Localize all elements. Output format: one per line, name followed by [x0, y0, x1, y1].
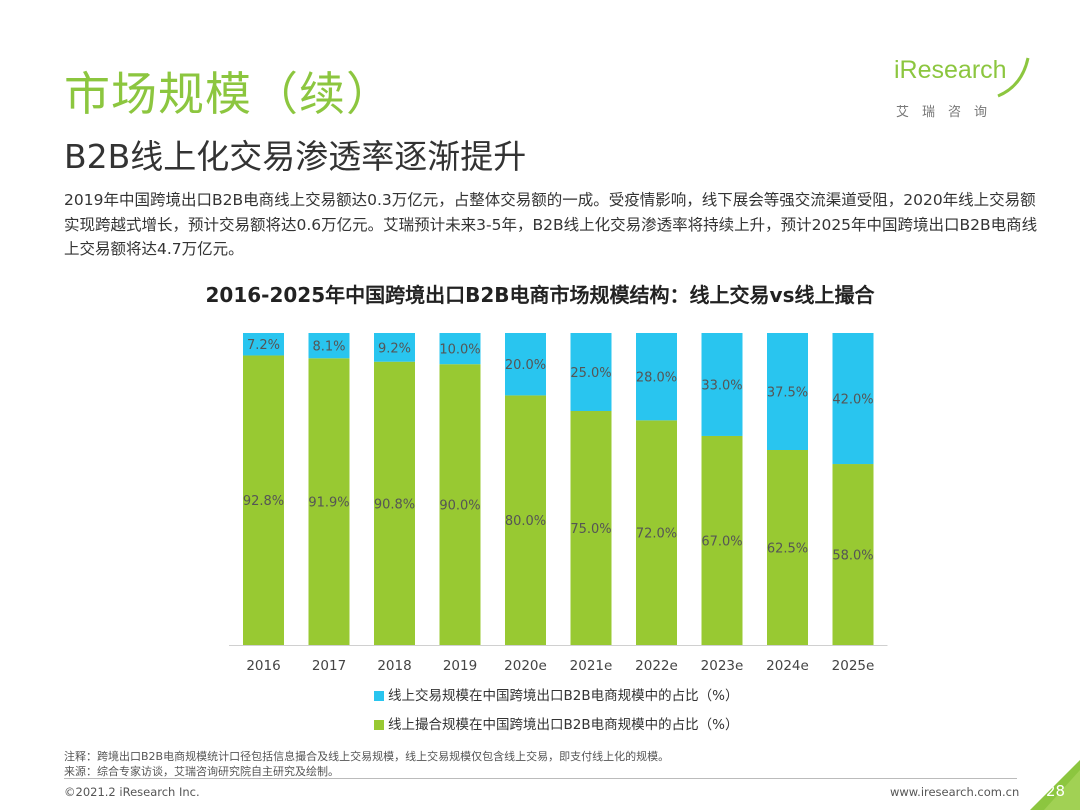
- bar-offline-2019: [439, 364, 481, 645]
- bar-offline-2017: [308, 358, 350, 645]
- bar-online-2017: [308, 333, 350, 359]
- footer-divider: [64, 778, 1017, 779]
- logo-subtext: 艾瑞咨询: [896, 105, 1001, 120]
- footnote-note: 注释：跨境出口B2B电商规模统计口径包括信息撮合及线上交易规模，线上交易规模仅包…: [64, 750, 670, 763]
- data-label-offline: 62.5%: [767, 542, 808, 557]
- data-label-online: 20.0%: [505, 358, 546, 373]
- data-label-offline: 58.0%: [832, 549, 873, 564]
- data-label-offline: 92.8%: [243, 494, 284, 509]
- data-label-offline: 67.0%: [701, 534, 742, 549]
- bar-online-2020e: [505, 333, 546, 396]
- legend-label-online: 线上交易规模在中国跨境出口B2B电商规模中的占比（%）: [388, 688, 739, 704]
- data-label-online: 33.0%: [701, 378, 742, 393]
- bar-offline-2016: [243, 355, 284, 645]
- logo-text: iResearch: [894, 56, 1007, 84]
- data-label-offline: 72.0%: [636, 527, 677, 542]
- page-number: 28: [1046, 782, 1066, 800]
- page-corner-decoration: [1030, 760, 1080, 810]
- data-label-online: 37.5%: [767, 386, 808, 401]
- x-tick-label: 2024e: [766, 658, 809, 674]
- data-label-offline: 91.9%: [308, 496, 349, 511]
- legend-swatch-online: [374, 691, 384, 701]
- iresearch-logo: iResearch 艾瑞咨询: [894, 56, 1034, 126]
- x-tick-label: 2025e: [832, 658, 875, 674]
- bar-offline-2023e: [701, 435, 743, 645]
- bar-online-2023e: [701, 333, 743, 436]
- bar-offline-2020e: [505, 395, 546, 645]
- data-label-offline: 75.0%: [570, 522, 611, 537]
- bar-offline-2024e: [767, 450, 808, 645]
- data-label-online: 42.0%: [832, 393, 873, 408]
- data-label-offline: 90.8%: [374, 497, 415, 512]
- data-label-online: 9.2%: [378, 341, 411, 356]
- x-tick-label: 2018: [377, 658, 411, 674]
- bar-online-2024e: [767, 333, 808, 450]
- legend-item-online: 线上交易规模在中国跨境出口B2B电商规模中的占比（%）: [374, 684, 738, 704]
- website-text: www.iresearch.com.cn: [890, 785, 1020, 799]
- data-label-online: 28.0%: [636, 371, 677, 386]
- stacked-bar-chart: 92.8% 7.2% 2016 91.9% 8.1% 2017 90.8% 9.2% 2018 9…: [229, 333, 888, 674]
- bar-online-2022e: [636, 333, 677, 421]
- x-tick-label: 2021e: [570, 658, 613, 674]
- bar-offline-2025e: [832, 464, 874, 645]
- x-tick-label: 2017: [312, 658, 346, 674]
- x-tick-label: 2020e: [504, 658, 547, 674]
- bar-offline-2021e: [570, 411, 612, 645]
- data-label-online: 7.2%: [247, 338, 280, 353]
- copyright-text: ©2021.2 iResearch Inc.: [64, 785, 200, 799]
- bar-online-2019: [439, 333, 481, 365]
- data-label-online: 10.0%: [439, 343, 480, 358]
- legend-swatch-offline: [374, 720, 384, 730]
- bar-online-2025e: [832, 333, 874, 465]
- chart-title: 2016-2025年中国跨境出口B2B电商市场规模结构：线上交易vs线上撮合: [205, 283, 875, 307]
- x-tick-label: 2023e: [701, 658, 744, 674]
- data-label-online: 25.0%: [570, 366, 611, 381]
- x-tick-label: 2016: [246, 658, 280, 674]
- bar-online-2021e: [570, 333, 612, 411]
- bar-offline-2018: [374, 361, 415, 645]
- data-label-online: 8.1%: [312, 340, 345, 355]
- page-subtitle: B2B线上化交易渗透率逐渐提升: [64, 137, 527, 176]
- x-tick-label: 2022e: [635, 658, 678, 674]
- bar-online-2018: [374, 333, 415, 362]
- x-tick-label: 2019: [443, 658, 477, 674]
- bar-offline-2022e: [636, 420, 677, 645]
- data-label-offline: 90.0%: [439, 499, 480, 514]
- summary-paragraph: 2019年中国跨境出口B2B电商线上交易额达0.3万亿元，占整体交易额的一成。受…: [64, 191, 1038, 258]
- data-label-offline: 80.0%: [505, 514, 546, 529]
- footnote-source: 来源：综合专家访谈，艾瑞咨询研究院自主研究及绘制。: [64, 765, 339, 778]
- legend-item-offline: 线上撮合规模在中国跨境出口B2B电商规模中的占比（%）: [374, 713, 738, 733]
- legend-label-offline: 线上撮合规模在中国跨境出口B2B电商规模中的占比（%）: [388, 717, 739, 733]
- logo-swoosh-icon: [997, 57, 1030, 98]
- bar-online-2016: [243, 333, 284, 356]
- page-title: 市场规模（续）: [64, 67, 393, 121]
